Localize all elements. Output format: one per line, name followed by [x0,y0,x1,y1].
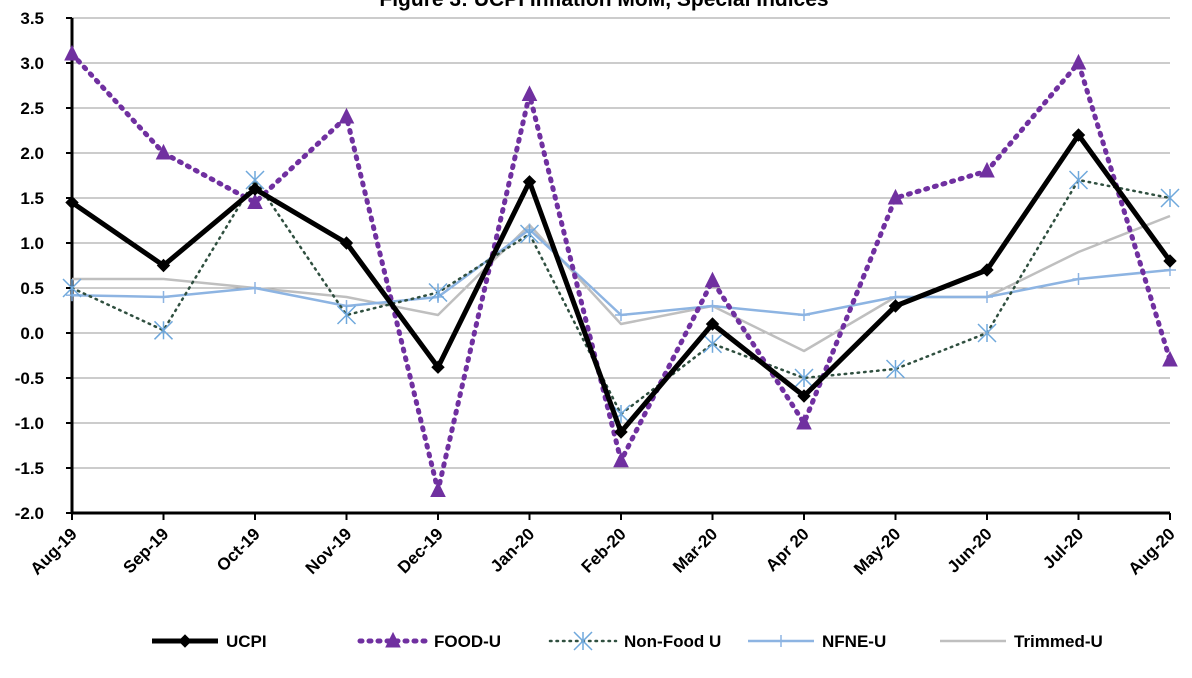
data-point [431,360,445,374]
data-point [981,291,993,303]
legend-marker [385,631,401,648]
data-point [615,309,627,321]
legend-label: Non-Food U [624,632,721,651]
legend-item: Non-Food U [548,631,721,651]
series-line [70,132,1173,435]
data-point [336,305,357,325]
y-tick-label: 1.5 [20,189,44,208]
legend-item: UCPI [152,632,267,651]
data-point [1070,53,1087,70]
data-point [706,300,719,312]
x-tick-label: Sep-19 [119,524,172,577]
series-ucpi [65,128,1177,439]
y-tick-label: 2.5 [20,99,44,118]
x-tick-label: Mar-20 [669,524,721,576]
legend-item: NFNE-U [748,632,886,651]
y-tick-label: -1.5 [15,459,44,478]
x-tick-label: Jan-20 [487,524,539,576]
x-tick-label: May-20 [850,524,904,578]
y-tick-label: 2.0 [20,144,44,163]
data-point [521,85,538,101]
y-tick-label: 3.0 [20,54,44,73]
x-tick-label: Dec-19 [394,524,447,577]
y-tick-label: 0.5 [20,279,44,298]
data-point [888,299,903,313]
data-point [613,451,629,468]
data-point [1071,128,1086,142]
y-tick-label: 0.0 [20,324,44,343]
gridlines [72,17,1170,514]
legend-label: Trimmed-U [1014,632,1103,651]
data-point [249,282,261,294]
x-tick-label: Aug-19 [27,524,81,578]
data-point [157,291,170,303]
x-tick-label: Jun-20 [944,524,996,576]
y-tick-label: 3.5 [20,9,44,28]
y-tick-label: -1.0 [15,414,44,433]
x-tick-labels: Aug-19 Sep-19 Oct-19 Nov-19 Dec-19 Jan-20 Feb-… [27,524,1179,578]
data-point [519,224,540,244]
data-point [977,323,997,343]
data-point [705,317,720,331]
x-tick-label: Jul-20 [1039,524,1087,572]
y-tick-label: -2.0 [15,504,44,523]
legend-label: NFNE-U [822,632,886,651]
data-point [62,278,82,298]
series-food-u [64,44,1178,497]
x-tick-label: Oct-19 [213,524,264,575]
series-lines [62,44,1180,497]
data-point [1068,170,1089,190]
x-tick-label: Aug-20 [1125,524,1179,578]
data-point [794,368,814,388]
data-point [979,161,995,178]
data-point [796,413,812,430]
legend-item: FOOD-U [357,631,501,651]
chart-title: Figure 3: UCPI Inflation MoM, Special In… [379,0,828,11]
data-point [339,236,354,250]
data-point [887,188,904,205]
data-point [65,195,79,210]
data-point [614,425,628,439]
data-point [885,359,906,379]
data-point [248,182,262,196]
data-point [1072,273,1085,285]
legend-marker [775,635,787,647]
data-point [798,309,810,321]
legend-label: UCPI [226,632,267,651]
data-point [1162,350,1178,367]
y-tick-label: 1.0 [20,234,44,253]
data-point [522,175,537,189]
series-line [70,178,1172,416]
data-point [430,481,446,497]
data-point [64,44,80,61]
x-tick-label: Nov-19 [302,524,356,578]
y-tick-label: -0.5 [15,369,44,388]
series-line [72,214,1171,353]
data-point [1163,254,1177,268]
legend-marker [178,634,192,648]
series-non-food-u [62,170,1180,424]
data-point [980,263,994,277]
data-point [428,282,448,303]
data-point [704,271,721,288]
x-tick-label: Apr 20 [762,524,813,575]
legend-marker [573,631,593,651]
legend-item: Trimmed-U [940,632,1103,651]
x-tick-label: Feb-20 [578,524,630,576]
data-point [1160,188,1180,208]
data-point [702,334,723,354]
data-point [153,320,174,340]
y-tick-labels: -2.0 -1.5 -1.0 -0.5 0.0 0.5 1.0 1.5 2.0 2.5 3.0 3.5 [15,9,44,523]
legend: UCPI FOOD-U Non-Food U NFNE-U Trimmed-U [152,631,1103,651]
series-trimmed-u [72,214,1171,353]
data-point [247,193,263,209]
data-point [797,389,811,403]
data-point [155,143,172,160]
data-point [338,107,355,124]
axes [66,17,1171,520]
data-point [156,258,171,273]
legend-label: FOOD-U [434,632,501,651]
